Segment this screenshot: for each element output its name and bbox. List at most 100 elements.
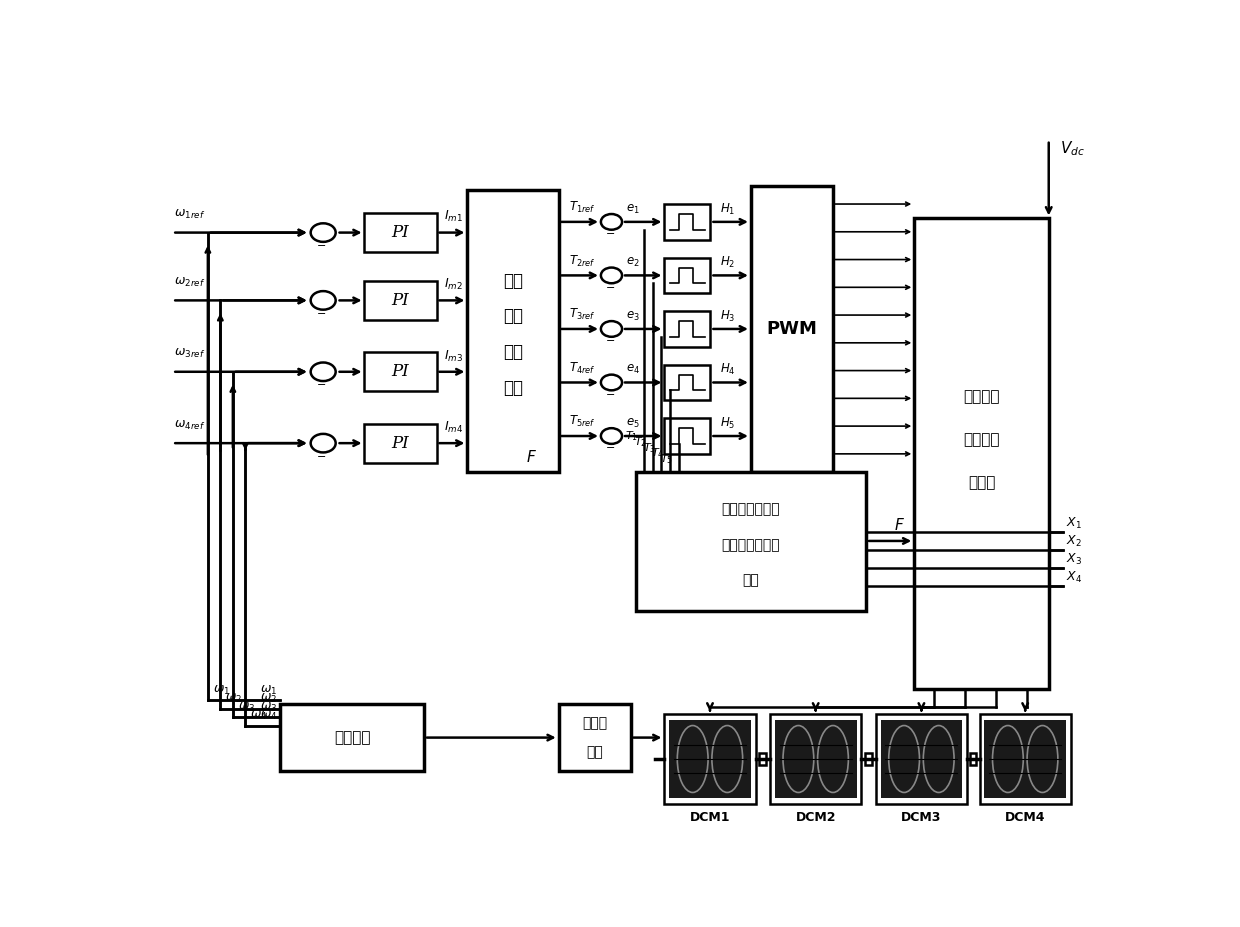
Text: 参考: 参考	[503, 272, 523, 290]
Text: $\omega_1$: $\omega_1$	[213, 683, 229, 697]
Text: −: −	[606, 443, 615, 453]
Text: 感器: 感器	[587, 745, 603, 759]
Text: $H_3$: $H_3$	[720, 309, 735, 324]
Text: 计算: 计算	[503, 343, 523, 362]
Text: $e_3$: $e_3$	[626, 310, 640, 323]
Text: $T_{4ref}$: $T_{4ref}$	[569, 361, 596, 375]
Text: $\omega_3$: $\omega_3$	[238, 701, 255, 714]
Text: DCM1: DCM1	[689, 811, 730, 824]
Text: $F$: $F$	[526, 450, 537, 465]
Bar	[751, 186, 832, 472]
Bar	[280, 704, 424, 771]
Text: $e_2$: $e_2$	[626, 256, 640, 269]
Text: DCM2: DCM2	[795, 811, 836, 824]
Text: −: −	[606, 283, 615, 293]
Text: 位置传: 位置传	[582, 717, 608, 730]
Text: $T_1$: $T_1$	[625, 429, 639, 443]
Text: DCM3: DCM3	[901, 811, 941, 824]
Text: PI: PI	[392, 292, 409, 309]
Text: $\omega_{2ref}$: $\omega_{2ref}$	[174, 276, 206, 289]
Bar	[665, 258, 711, 293]
Text: $\omega_4$: $\omega_4$	[259, 709, 277, 722]
Bar	[365, 281, 436, 320]
Text: $\omega_2$: $\omega_2$	[260, 692, 277, 705]
Text: $\omega_{4ref}$: $\omega_{4ref}$	[174, 419, 206, 432]
Text: $X_3$: $X_3$	[1066, 552, 1083, 567]
Ellipse shape	[992, 726, 1023, 793]
Text: $e_4$: $e_4$	[626, 363, 640, 376]
Text: $I_{m2}$: $I_{m2}$	[444, 277, 464, 292]
Text: $I_{m4}$: $I_{m4}$	[444, 420, 464, 435]
Text: $X_4$: $X_4$	[1066, 570, 1083, 585]
Text: PWM: PWM	[766, 320, 817, 338]
Ellipse shape	[782, 726, 813, 793]
Text: $I_{m1}$: $I_{m1}$	[444, 210, 464, 224]
Text: 转速计算: 转速计算	[334, 730, 371, 745]
Bar	[970, 753, 976, 766]
Text: −: −	[606, 337, 615, 346]
Ellipse shape	[924, 726, 954, 793]
Text: 检测和容错控制: 检测和容错控制	[722, 538, 780, 552]
Text: $T_{3ref}$: $T_{3ref}$	[569, 307, 596, 323]
Text: $\omega_3$: $\omega_3$	[259, 701, 277, 714]
Text: $X_1$: $X_1$	[1066, 516, 1081, 531]
Text: 五相电压: 五相电压	[963, 389, 999, 404]
Text: $\omega_1$: $\omega_1$	[260, 683, 277, 697]
Text: $H_1$: $H_1$	[720, 201, 735, 217]
Bar	[985, 720, 1066, 798]
Text: −: −	[606, 229, 615, 239]
Bar	[635, 472, 866, 611]
Text: 源型容错: 源型容错	[963, 432, 999, 447]
Bar	[467, 190, 558, 472]
Bar	[665, 715, 755, 804]
Text: $T_3$: $T_3$	[642, 440, 656, 454]
Ellipse shape	[712, 726, 743, 793]
Text: −: −	[316, 241, 326, 251]
Text: 转矩: 转矩	[503, 308, 523, 325]
Text: $T_{1ref}$: $T_{1ref}$	[569, 200, 596, 215]
Text: $T_{2ref}$: $T_{2ref}$	[569, 254, 596, 269]
Text: PI: PI	[392, 363, 409, 380]
Text: $T_5$: $T_5$	[660, 452, 673, 466]
Text: PI: PI	[392, 435, 409, 451]
Ellipse shape	[817, 726, 848, 793]
Text: $\omega_4$: $\omega_4$	[250, 709, 268, 722]
Bar	[665, 364, 711, 400]
Text: 逆变器: 逆变器	[967, 475, 996, 489]
Bar	[365, 213, 436, 252]
Text: $H_2$: $H_2$	[720, 255, 735, 270]
Text: −: −	[316, 380, 326, 390]
Text: PI: PI	[392, 224, 409, 241]
Text: −: −	[316, 309, 326, 319]
Text: $\omega_2$: $\omega_2$	[226, 692, 242, 705]
Ellipse shape	[889, 726, 920, 793]
Text: 策略: 策略	[743, 574, 759, 588]
Bar	[770, 715, 862, 804]
Ellipse shape	[677, 726, 708, 793]
Text: $V_{dc}$: $V_{dc}$	[1060, 139, 1085, 158]
Text: $X_2$: $X_2$	[1066, 534, 1081, 549]
Text: DCM4: DCM4	[1004, 811, 1045, 824]
Bar	[759, 753, 766, 766]
Bar	[914, 218, 1049, 690]
Text: $T_4$: $T_4$	[651, 447, 665, 461]
Text: −: −	[606, 389, 615, 400]
Text: 转矩计算，故障: 转矩计算，故障	[722, 502, 780, 516]
Text: 模块: 模块	[503, 379, 523, 397]
Bar	[880, 720, 962, 798]
Text: $e_1$: $e_1$	[626, 202, 640, 216]
Text: $T_2$: $T_2$	[634, 435, 647, 449]
Bar	[365, 424, 436, 463]
Bar	[558, 704, 631, 771]
Text: $\omega_{3ref}$: $\omega_{3ref}$	[174, 348, 206, 361]
Text: $I_{m3}$: $I_{m3}$	[444, 349, 464, 363]
Text: $H_5$: $H_5$	[720, 415, 735, 431]
Text: $T_{5ref}$: $T_{5ref}$	[569, 414, 596, 429]
Bar	[875, 715, 967, 804]
Bar	[866, 753, 872, 766]
Text: $H_4$: $H_4$	[720, 362, 735, 377]
Text: $e_5$: $e_5$	[626, 416, 640, 430]
Bar	[775, 720, 857, 798]
Bar	[665, 204, 711, 240]
Text: $\omega_{1ref}$: $\omega_{1ref}$	[174, 209, 206, 222]
